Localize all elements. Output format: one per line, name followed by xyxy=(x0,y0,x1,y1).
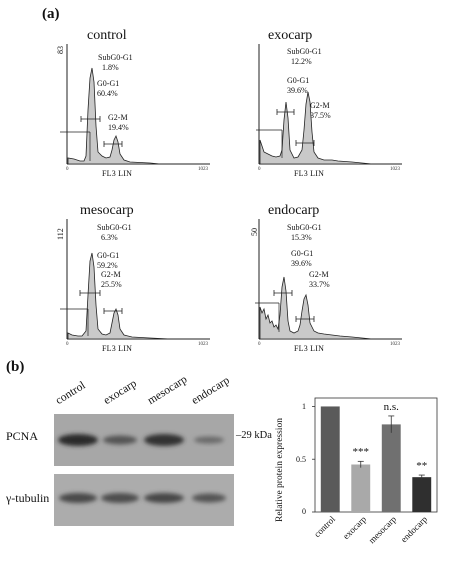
bar-chart-ylabel: Relative protein expression xyxy=(275,418,285,522)
stat-g2m-mesocarp: G2-M 25.5% xyxy=(101,270,122,289)
pcna-blot-image xyxy=(54,414,234,466)
bar-exocarp xyxy=(351,464,371,512)
x-end-mesocarp: 1023 xyxy=(198,342,208,347)
x-start-exocarp: 0 xyxy=(258,167,261,172)
x-label-exocarp: FL3 LIN xyxy=(294,169,325,178)
histogram-title-mesocarp: mesocarp xyxy=(80,203,134,218)
stat-g2m-exocarp: G2-M 37.5% xyxy=(310,101,331,120)
bar-endocarp xyxy=(412,477,432,512)
histogram-title-exocarp: exocarp xyxy=(268,28,313,43)
pcna-row-label: PCNA xyxy=(6,429,39,443)
histogram-title-control: control xyxy=(87,28,127,43)
histogram-plot-control xyxy=(60,44,210,165)
histogram-title-endocarp: endocarp xyxy=(268,203,320,218)
stat-g2m-control: G2-M 19.4% xyxy=(108,113,129,132)
stat-subg0g1-control: SubG0-G1 1.8% xyxy=(98,53,133,72)
x-end-exocarp: 1023 xyxy=(390,167,400,172)
x-label-endocarp: FL3 LIN xyxy=(294,344,325,353)
panel-b-label: (b) xyxy=(6,359,25,375)
kda-label: –29 kDa xyxy=(236,430,272,441)
stat-subg0g1-exocarp: SubG0-G1 12.2% xyxy=(287,47,322,66)
lane-label-endocarp: endocarp xyxy=(189,374,232,407)
stat-g2m-endocarp: G2-M 33.7% xyxy=(309,270,330,289)
stat-g0g1-exocarp: G0-G1 39.6% xyxy=(287,76,310,95)
lane-label-control: control xyxy=(53,379,88,407)
x-end-endocarp: 1023 xyxy=(390,342,400,347)
panel-a-label: (a) xyxy=(42,6,60,22)
bar-ytick-0-5: 0.5 xyxy=(296,455,306,464)
lane-label-exocarp: exocarp xyxy=(101,377,139,407)
bar-control xyxy=(320,406,340,512)
histogram-plot-exocarp xyxy=(256,44,402,165)
significance-label-endocarp: ** xyxy=(416,460,428,473)
tubulin-row-label: γ-tubulin xyxy=(6,491,50,505)
bar-mesocarp xyxy=(381,424,401,512)
x-start-mesocarp: 0 xyxy=(66,342,69,347)
stat-subg0g1-mesocarp: SubG0-G1 6.3% xyxy=(97,223,132,242)
histogram-plot-mesocarp xyxy=(60,219,210,340)
bar-ytick-0: 0 xyxy=(302,507,306,516)
stat-g0g1-mesocarp: G0-G1 59.2% xyxy=(97,251,120,270)
x-start-control: 0 xyxy=(66,167,69,172)
x-label-mesocarp: FL3 LIN xyxy=(102,344,133,353)
x-start-endocarp: 0 xyxy=(258,342,261,347)
bar-ytick-1: 1 xyxy=(302,402,306,411)
tubulin-blot-image xyxy=(54,474,234,526)
histogram-plot-endocarp xyxy=(255,219,402,340)
x-label-control: FL3 LIN xyxy=(102,169,133,178)
x-end-control: 1023 xyxy=(198,167,208,172)
significance-label-exocarp: *** xyxy=(352,446,370,459)
stat-g0g1-endocarp: G0-G1 39.6% xyxy=(291,249,314,268)
significance-label-mesocarp: n.s. xyxy=(383,400,399,413)
bar-chart-frame xyxy=(314,397,438,513)
stat-subg0g1-endocarp: SubG0-G1 15.3% xyxy=(287,223,322,242)
bar-chart xyxy=(312,397,438,513)
lane-label-mesocarp: mesocarp xyxy=(145,373,190,407)
stat-g0g1-control: G0-G1 60.4% xyxy=(97,79,120,98)
